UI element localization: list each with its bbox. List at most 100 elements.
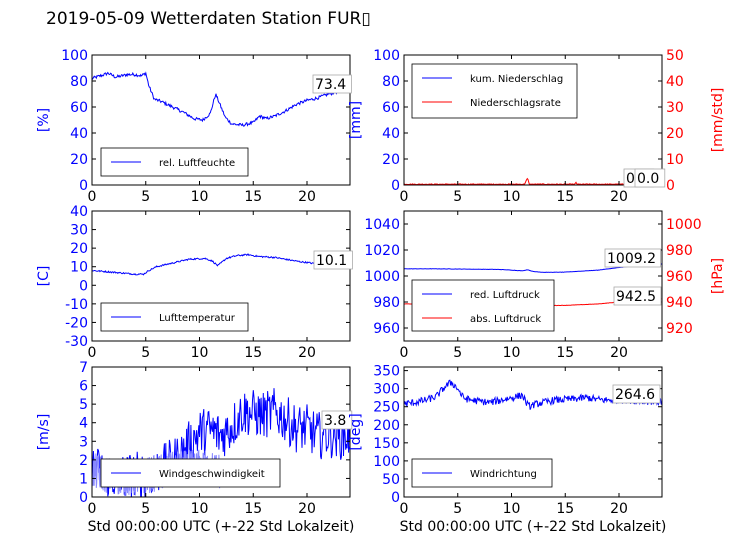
y2-tick-label: 920 bbox=[666, 321, 693, 337]
x-tick-label: 10 bbox=[503, 189, 521, 205]
y-tick-label: 0 bbox=[391, 490, 400, 506]
series-line-4-1 bbox=[404, 263, 662, 273]
chart-panel-1: 0 5 10 15 20 0 20 40 60 80 100 [%] rel. Luftfeuchte 7… bbox=[36, 48, 352, 205]
last-value-label-box bbox=[604, 248, 661, 268]
legend-box bbox=[411, 63, 578, 119]
y-axis-label: [deg] bbox=[348, 413, 364, 450]
x-tick-label: 10 bbox=[191, 345, 209, 361]
y-tick-label: 40 bbox=[70, 126, 88, 142]
last-value-label-2-box bbox=[613, 286, 662, 306]
y2-tick-label: 1000 bbox=[666, 217, 702, 233]
x-tick-label: 20 bbox=[298, 189, 316, 205]
plot-frame bbox=[91, 210, 351, 342]
y-tick-label: 7 bbox=[79, 360, 88, 376]
y-tick-label: 30 bbox=[70, 223, 88, 239]
legend-label: Niederschlagsrate bbox=[470, 98, 561, 109]
y-tick-label: 960 bbox=[373, 321, 400, 337]
y-tick-label: 50 bbox=[382, 472, 400, 488]
y-tick-label: -20 bbox=[65, 315, 88, 331]
y-tick-label: 60 bbox=[382, 100, 400, 116]
y-tick-label: 6 bbox=[79, 379, 88, 395]
y-tick-label: 60 bbox=[70, 100, 88, 116]
last-value-label-2: 0.0 bbox=[637, 171, 659, 187]
last-value-label-box bbox=[312, 74, 352, 94]
legend-label: abs. Luftdruck bbox=[470, 314, 541, 325]
y2-tick-label: 20 bbox=[666, 126, 684, 142]
x-tick-label: 15 bbox=[556, 189, 574, 205]
x-tick-label: 0 bbox=[400, 345, 409, 361]
series-line-3-1 bbox=[92, 253, 350, 276]
y-tick-label: -10 bbox=[65, 297, 88, 313]
x-tick-label: 5 bbox=[453, 189, 462, 205]
x-axis-label: Std 00:00:00 UTC (+-22 Std Lokalzeit) bbox=[400, 519, 667, 535]
last-value-label-box bbox=[321, 410, 353, 430]
x-tick-label: 5 bbox=[453, 501, 462, 517]
x-tick-label: 20 bbox=[610, 345, 628, 361]
x-tick-label: 20 bbox=[610, 189, 628, 205]
y-tick-label: 0 bbox=[391, 178, 400, 194]
x-tick-label: 0 bbox=[400, 501, 409, 517]
y-tick-label: 1 bbox=[79, 471, 88, 487]
legend-label: rel. Luftfeuchte bbox=[159, 158, 235, 169]
last-value-label-2: 942.5 bbox=[616, 289, 656, 305]
y-tick-label: 1000 bbox=[364, 269, 400, 285]
legend-box bbox=[411, 279, 555, 332]
y2-tick-label: 980 bbox=[666, 243, 693, 259]
y-tick-label: 0 bbox=[79, 278, 88, 294]
y-tick-label: 0 bbox=[79, 490, 88, 506]
y2-tick-label: 0 bbox=[666, 178, 675, 194]
x-tick-label: 15 bbox=[244, 501, 262, 517]
x-tick-label: 0 bbox=[88, 189, 97, 205]
y-tick-label: 40 bbox=[382, 126, 400, 142]
x-tick-label: 20 bbox=[298, 501, 316, 517]
y-tick-label: -30 bbox=[65, 334, 88, 350]
last-value-label-box bbox=[612, 384, 661, 404]
x-tick-label: 20 bbox=[298, 345, 316, 361]
y-tick-label: 5 bbox=[79, 397, 88, 413]
y-tick-label: 980 bbox=[373, 295, 400, 311]
last-value-label: 10.1 bbox=[316, 253, 347, 269]
x-tick-label: 10 bbox=[503, 345, 521, 361]
y-tick-label: 200 bbox=[373, 418, 400, 434]
plot-frame bbox=[91, 366, 351, 498]
y2-axis-label: [mm/std] bbox=[710, 88, 726, 153]
x-tick-label: 10 bbox=[503, 501, 521, 517]
y-tick-label: 3 bbox=[79, 434, 88, 450]
x-tick-label: 10 bbox=[191, 501, 209, 517]
legend-label: Windgeschwindigkeit bbox=[159, 469, 265, 480]
y2-tick-label: 30 bbox=[666, 100, 684, 116]
y2-tick-label: 50 bbox=[666, 48, 684, 64]
x-tick-label: 0 bbox=[400, 189, 409, 205]
x-tick-label: 5 bbox=[141, 501, 150, 517]
last-value-label: 73.4 bbox=[315, 77, 346, 93]
y-tick-label: 100 bbox=[61, 48, 88, 64]
y-tick-label: 2 bbox=[79, 453, 88, 469]
y-tick-label: 40 bbox=[70, 204, 88, 220]
x-tick-label: 0 bbox=[88, 345, 97, 361]
y-tick-label: 150 bbox=[373, 436, 400, 452]
figure-title: 2019-05-09 Wetterdaten Station FUR▯ bbox=[46, 9, 371, 29]
y2-tick-label: 10 bbox=[666, 152, 684, 168]
x-tick-label: 15 bbox=[556, 345, 574, 361]
legend-label: red. Luftdruck bbox=[470, 290, 540, 301]
x-tick-label: 10 bbox=[191, 189, 209, 205]
chart-panel-3: 0 5 10 15 20 -30 -20 -10 0 10 20 30 40 [C] Lufttempera… bbox=[36, 204, 353, 361]
y-tick-label: 0 bbox=[79, 178, 88, 194]
y-tick-label: 10 bbox=[70, 260, 88, 276]
y-tick-label: 100 bbox=[373, 48, 400, 64]
y-tick-label: 80 bbox=[70, 74, 88, 90]
y-tick-label: 1040 bbox=[364, 217, 400, 233]
last-value-label: 264.6 bbox=[615, 387, 655, 403]
plot-frame bbox=[403, 54, 663, 186]
y-tick-label: 20 bbox=[382, 152, 400, 168]
y2-tick-label: 40 bbox=[666, 74, 684, 90]
y-tick-label: 250 bbox=[373, 400, 400, 416]
x-tick-label: 5 bbox=[141, 189, 150, 205]
x-tick-label: 15 bbox=[244, 189, 262, 205]
last-value-label-box bbox=[313, 250, 353, 270]
legend-label: Windrichtung bbox=[470, 469, 537, 480]
last-value-label: 1009.2 bbox=[607, 251, 656, 267]
